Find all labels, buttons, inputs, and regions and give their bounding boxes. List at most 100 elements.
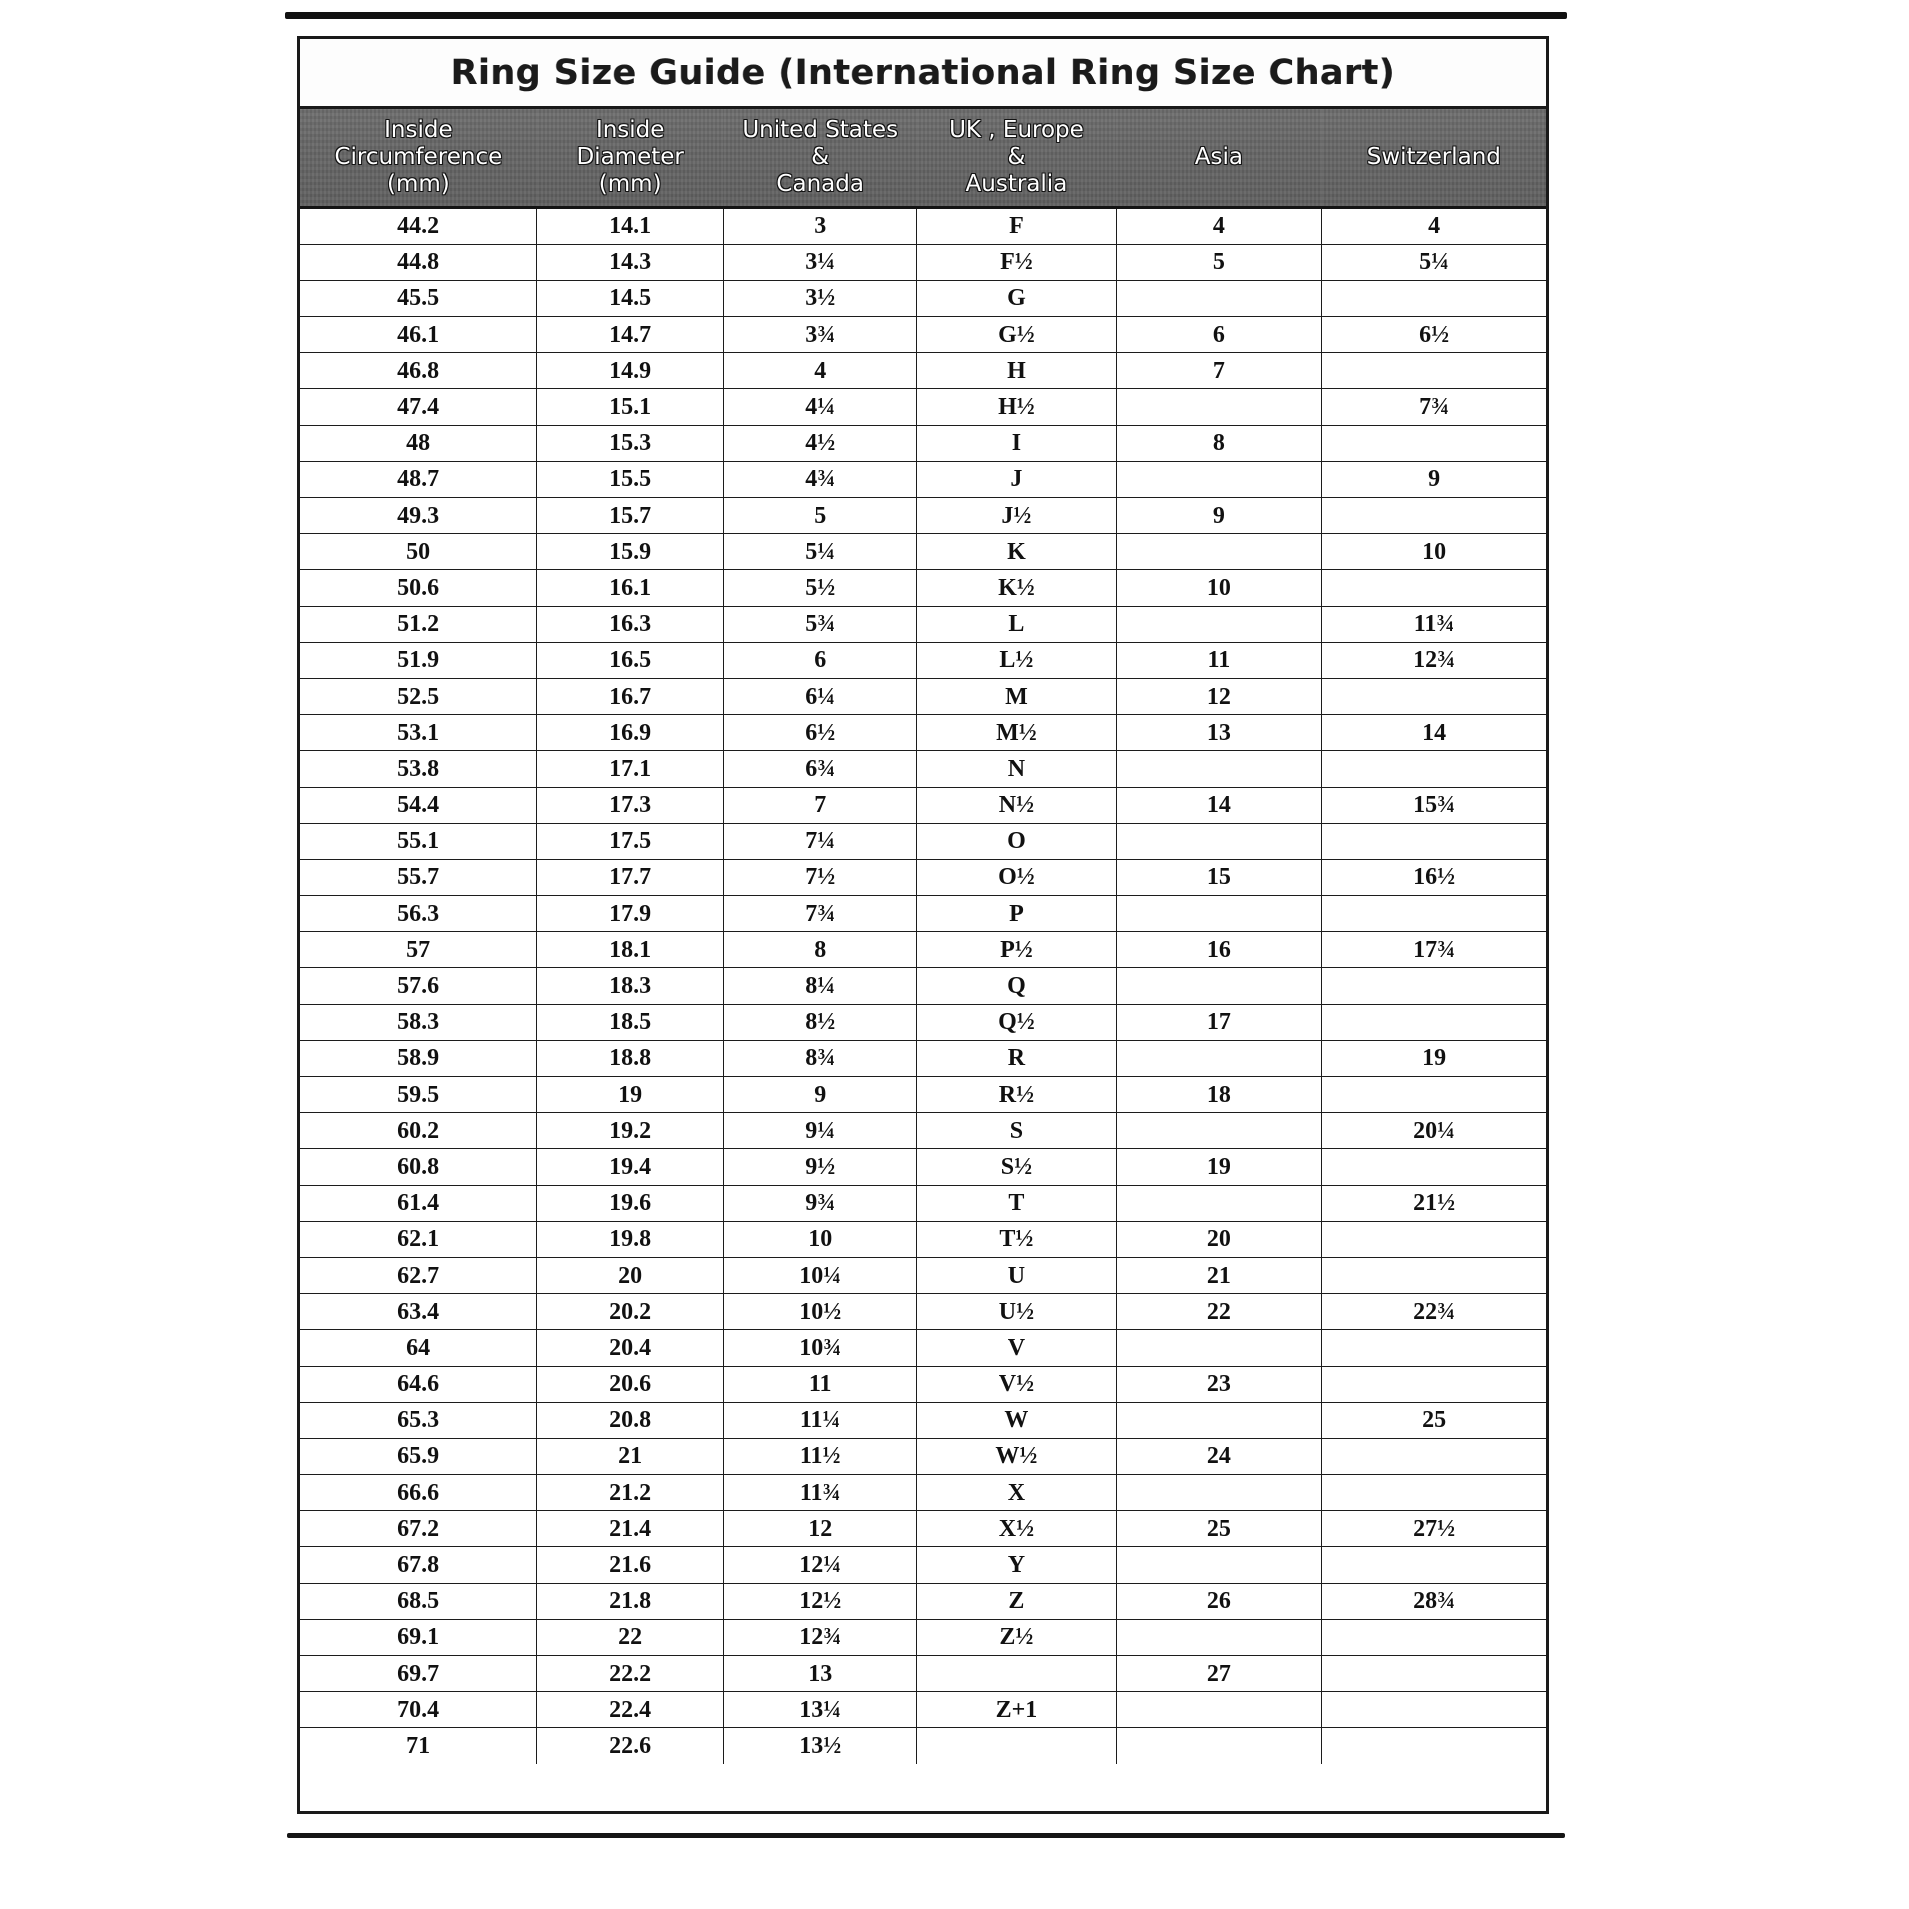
cell-inside_diameter: 19.8: [536, 1221, 725, 1258]
cell-inside_diameter: 21.6: [536, 1546, 725, 1584]
cell-uk_europe_australia: M: [916, 678, 1117, 716]
cell-inside_diameter: 19.2: [536, 1112, 725, 1150]
cell-asia: 4: [1116, 207, 1323, 245]
cell-asia: 16: [1116, 931, 1323, 969]
cell-us_canada: 10¼: [723, 1257, 918, 1295]
table-row: 64.6 20.6 11 V½ 23: [300, 1366, 1546, 1403]
cell-inside_circumference: 50: [300, 533, 538, 571]
cell-us_canada: 6¼: [723, 678, 918, 716]
cell-inside_circumference: 51.9: [300, 642, 538, 679]
cell-uk_europe_australia: L: [916, 606, 1117, 643]
cell-asia: 6: [1116, 316, 1323, 354]
cell-us_canada: 8½: [723, 1004, 918, 1041]
cell-inside_circumference: 67.2: [300, 1510, 538, 1548]
cell-inside_circumference: 69.7: [300, 1655, 538, 1693]
cell-inside_circumference: 70.4: [300, 1691, 538, 1729]
cell-switzerland: [1321, 1691, 1546, 1729]
column-header-inside-circumference: Inside Circumference (mm): [300, 109, 537, 207]
cell-switzerland: 27½: [1321, 1510, 1546, 1548]
cell-us_canada: 13: [723, 1655, 918, 1693]
cell-inside_diameter: 18.5: [536, 1004, 725, 1041]
table-row: 48.7 15.5 4¾ J 9: [300, 461, 1546, 499]
cell-asia: [1116, 1402, 1323, 1439]
cell-asia: 13: [1116, 714, 1323, 752]
cell-switzerland: 7¾: [1321, 388, 1546, 426]
cell-us_canada: 5¾: [723, 606, 918, 643]
cell-switzerland: [1321, 569, 1546, 607]
cell-uk_europe_australia: U½: [916, 1293, 1117, 1331]
cell-inside_diameter: 22: [536, 1619, 725, 1657]
cell-uk_europe_australia: H½: [916, 388, 1117, 426]
cell-us_canada: 9½: [723, 1148, 918, 1186]
cell-us_canada: 9: [723, 1076, 918, 1114]
cell-asia: 15: [1116, 859, 1323, 897]
cell-inside_circumference: 55.7: [300, 859, 538, 897]
cell-inside_circumference: 57: [300, 931, 538, 969]
cell-switzerland: 12¾: [1321, 642, 1546, 679]
cell-inside_diameter: 17.3: [536, 787, 725, 824]
cell-uk_europe_australia: O: [916, 823, 1117, 860]
cell-asia: 17: [1116, 1004, 1323, 1041]
table-row: 54.4 17.3 7 N½ 14 15¾: [300, 787, 1546, 824]
cell-switzerland: [1321, 1546, 1546, 1584]
cell-uk_europe_australia: K: [916, 533, 1117, 571]
cell-inside_circumference: 58.3: [300, 1004, 538, 1041]
cell-asia: [1116, 1619, 1323, 1657]
cell-us_canada: 7¾: [723, 895, 918, 933]
table-row: 63.4 20.2 10½ U½ 22 22¾: [300, 1293, 1546, 1331]
cell-inside_diameter: 14.9: [536, 352, 725, 390]
cell-uk_europe_australia: N: [916, 750, 1117, 788]
table-header: Inside Circumference (mm) Inside Diamete…: [300, 109, 1546, 207]
table-row: 52.5 16.7 6¼ M 12: [300, 678, 1546, 716]
cell-us_canada: 9¾: [723, 1185, 918, 1222]
cell-inside_circumference: 66.6: [300, 1474, 538, 1512]
cell-us_canada: 5½: [723, 569, 918, 607]
cell-switzerland: [1321, 678, 1546, 716]
cell-uk_europe_australia: V: [916, 1329, 1117, 1367]
cell-inside_diameter: 18.3: [536, 967, 725, 1005]
cell-us_canada: 12½: [723, 1583, 918, 1620]
cell-us_canada: 13¼: [723, 1691, 918, 1729]
cell-us_canada: 3¼: [723, 244, 918, 281]
table-row: 56.3 17.9 7¾ P: [300, 895, 1546, 933]
cell-asia: 23: [1116, 1366, 1323, 1403]
table-row: 47.4 15.1 4¼ H½ 7¾: [300, 388, 1546, 426]
table-row: 58.9 18.8 8¾ R 19: [300, 1040, 1546, 1078]
cell-inside_circumference: 48: [300, 425, 538, 462]
cell-uk_europe_australia: H: [916, 352, 1117, 390]
cell-uk_europe_australia: M½: [916, 714, 1117, 752]
cell-switzerland: 28¾: [1321, 1583, 1546, 1620]
table-row: 44.8 14.3 3¼ F½ 5 5¼: [300, 244, 1546, 281]
cell-asia: [1116, 388, 1323, 426]
cell-switzerland: [1321, 1004, 1546, 1041]
cell-uk_europe_australia: Q½: [916, 1004, 1117, 1041]
cell-us_canada: 10½: [723, 1293, 918, 1331]
cell-uk_europe_australia: T½: [916, 1221, 1117, 1258]
cell-inside_diameter: 17.5: [536, 823, 725, 860]
cell-switzerland: 25: [1321, 1402, 1546, 1439]
cell-uk_europe_australia: [916, 1727, 1117, 1764]
table-row: 66.6 21.2 11¾ X: [300, 1474, 1546, 1512]
cell-inside_diameter: 20.8: [536, 1402, 725, 1439]
cell-inside_diameter: 14.7: [536, 316, 725, 354]
cell-inside_diameter: 20.2: [536, 1293, 725, 1331]
bottom-scan-rule: [287, 1833, 1565, 1838]
column-header-asia: Asia: [1116, 109, 1322, 207]
cell-us_canada: 7: [723, 787, 918, 824]
cell-us_canada: 6¾: [723, 750, 918, 788]
cell-switzerland: [1321, 280, 1546, 318]
cell-uk_europe_australia: V½: [916, 1366, 1117, 1403]
column-header-inside-diameter: Inside Diameter (mm): [537, 109, 724, 207]
column-header-uk-europe-australia: UK , Europe & Australia: [917, 109, 1116, 207]
cell-switzerland: [1321, 967, 1546, 1005]
cell-us_canada: 6: [723, 642, 918, 679]
cell-us_canada: 5¼: [723, 533, 918, 571]
cell-asia: 12: [1116, 678, 1323, 716]
cell-uk_europe_australia: W: [916, 1402, 1117, 1439]
cell-asia: [1116, 1040, 1323, 1078]
cell-inside_circumference: 64: [300, 1329, 538, 1367]
cell-inside_diameter: 15.1: [536, 388, 725, 426]
cell-inside_diameter: 14.3: [536, 244, 725, 281]
table-row: 60.8 19.4 9½ S½ 19: [300, 1148, 1546, 1186]
cell-switzerland: 9: [1321, 461, 1546, 499]
